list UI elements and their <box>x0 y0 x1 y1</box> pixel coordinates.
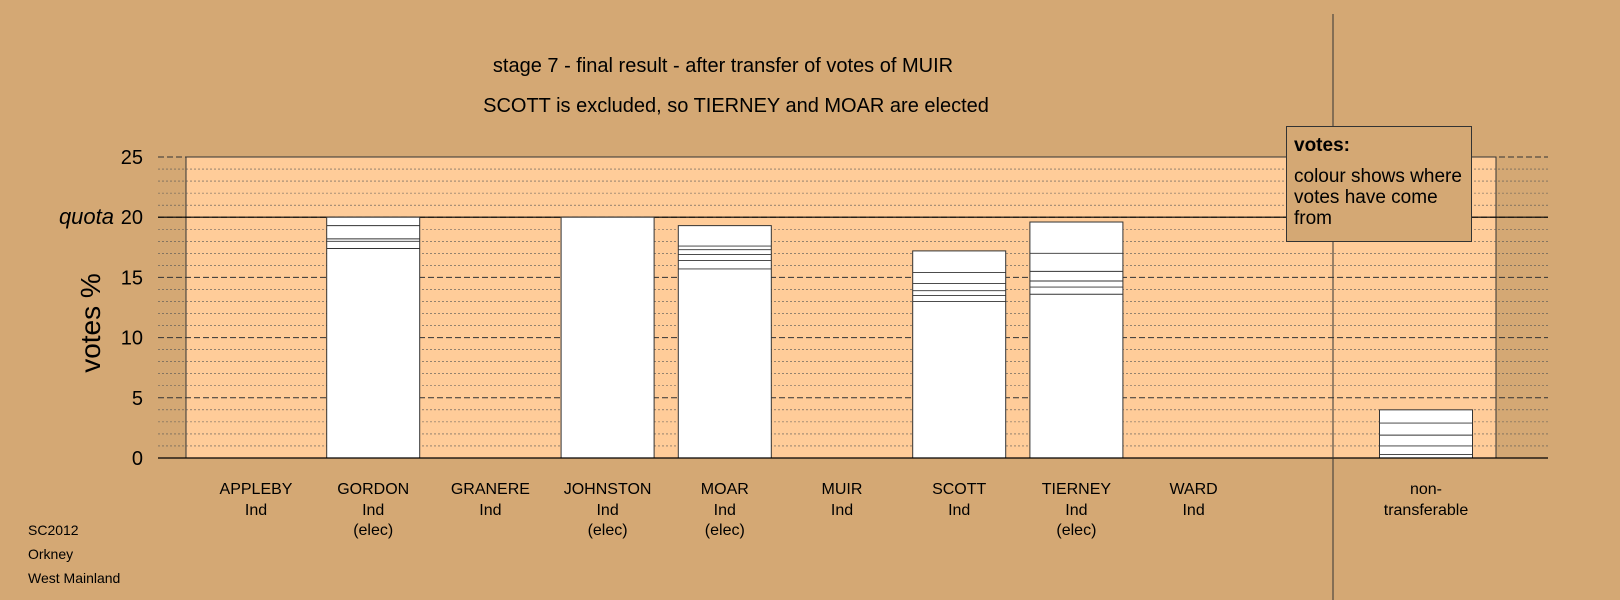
y-tick-label: 15 <box>121 267 143 289</box>
y-tick-label: 20 <box>121 207 143 229</box>
x-tick-party: Ind <box>948 502 970 519</box>
y-axis-label: votes % <box>75 273 106 373</box>
x-tick-status: (elec) <box>1056 522 1096 539</box>
x-tick-label: transferable <box>1384 502 1469 519</box>
x-tick-status: (elec) <box>705 522 745 539</box>
x-tick-party: Ind <box>362 502 384 519</box>
x-tick-label: WARD <box>1169 481 1217 498</box>
x-tick-label: non- <box>1410 481 1442 498</box>
quota-label: quota <box>59 204 114 229</box>
x-tick-party: Ind <box>831 502 853 519</box>
y-tick-label: 10 <box>121 328 143 350</box>
chart-title: stage 7 - final result - after transfer … <box>493 55 953 77</box>
y-tick-label: 5 <box>132 388 143 410</box>
plot-area: 0 5 10 15 20 25 quota APPLEBY Ind GORDON Ind (elec)… <box>59 14 1548 600</box>
x-tick-status: (elec) <box>588 522 628 539</box>
bar-tierney <box>1029 221 1124 459</box>
y-tick-label: 25 <box>121 147 143 169</box>
y-tick-label: 0 <box>132 448 143 470</box>
legend-text: colour shows where votes have come from <box>1294 166 1462 229</box>
bar-johnston <box>560 216 655 459</box>
x-tick-party: Ind <box>245 502 267 519</box>
x-tick-party: Ind <box>714 502 736 519</box>
x-tick-label: MOAR <box>701 481 749 498</box>
bar-gordon <box>326 216 421 459</box>
footer-line-3: West Mainland <box>28 570 121 586</box>
bar-moar <box>677 225 772 459</box>
bar-nontransferable <box>1379 409 1473 459</box>
x-tick-label: TIERNEY <box>1042 481 1112 498</box>
x-tick-label: APPLEBY <box>220 481 293 498</box>
bar-scott <box>912 250 1007 459</box>
x-tick-label: MUIR <box>822 481 863 498</box>
x-tick-party: Ind <box>479 502 501 519</box>
x-tick-label: GRANERE <box>451 481 530 498</box>
legend: votes: colour shows where votes have com… <box>1286 126 1472 242</box>
x-tick-label: JOHNSTON <box>564 481 652 498</box>
legend-title: votes: <box>1294 135 1350 156</box>
x-tick-party: Ind <box>1182 502 1204 519</box>
footer-line-2: Orkney <box>28 546 74 562</box>
x-tick-party: Ind <box>596 502 618 519</box>
x-tick-label: SCOTT <box>932 481 986 498</box>
chart-subtitle: SCOTT is excluded, so TIERNEY and MOAR a… <box>483 95 989 117</box>
footer-line-1: SC2012 <box>28 522 79 538</box>
x-tick-party: Ind <box>1065 502 1087 519</box>
x-tick-status: (elec) <box>353 522 393 539</box>
x-tick-label: GORDON <box>337 481 409 498</box>
